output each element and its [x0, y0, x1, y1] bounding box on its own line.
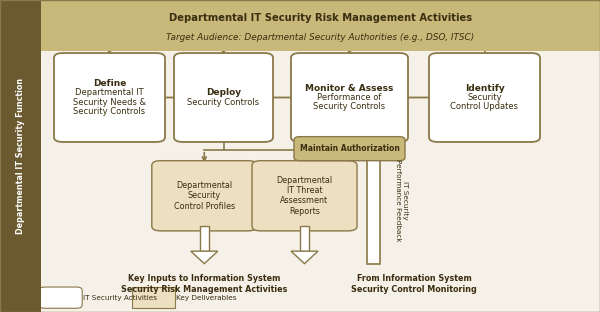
Polygon shape: [199, 226, 209, 251]
Text: Security: Security: [467, 93, 502, 102]
Text: Maintain Authorization: Maintain Authorization: [299, 144, 400, 153]
FancyBboxPatch shape: [252, 161, 357, 231]
Text: Departmental IT: Departmental IT: [75, 88, 144, 97]
Text: Performance of: Performance of: [317, 93, 382, 102]
Text: Key Deliverables: Key Deliverables: [176, 295, 237, 301]
Polygon shape: [367, 158, 380, 264]
Text: Security Controls: Security Controls: [73, 107, 146, 116]
Text: IT Security Activities: IT Security Activities: [83, 295, 157, 301]
Text: Target Audience: Departmental Security Authorities (e.g., DSO, ITSC): Target Audience: Departmental Security A…: [166, 32, 475, 41]
Text: Identify: Identify: [464, 84, 505, 93]
FancyBboxPatch shape: [41, 264, 600, 312]
Text: From Information System
Security Control Monitoring: From Information System Security Control…: [351, 274, 477, 294]
FancyBboxPatch shape: [132, 287, 175, 308]
FancyBboxPatch shape: [294, 137, 405, 161]
FancyBboxPatch shape: [39, 287, 82, 308]
FancyBboxPatch shape: [152, 161, 257, 231]
Text: Departmental IT Security Risk Management Activities: Departmental IT Security Risk Management…: [169, 13, 472, 23]
FancyBboxPatch shape: [429, 53, 540, 142]
Text: Deploy: Deploy: [206, 88, 241, 97]
Text: Control Updates: Control Updates: [451, 102, 518, 111]
Text: Security Controls: Security Controls: [187, 98, 260, 107]
FancyBboxPatch shape: [54, 53, 165, 142]
Polygon shape: [191, 251, 218, 264]
Text: Security Controls: Security Controls: [313, 102, 386, 111]
FancyBboxPatch shape: [174, 53, 273, 142]
Text: Monitor & Assess: Monitor & Assess: [305, 84, 394, 93]
FancyBboxPatch shape: [41, 0, 600, 51]
Text: Define: Define: [93, 79, 126, 88]
FancyBboxPatch shape: [291, 53, 408, 142]
Polygon shape: [291, 251, 318, 264]
Text: Departmental IT Security Function: Departmental IT Security Function: [16, 78, 25, 234]
Polygon shape: [358, 137, 390, 158]
FancyBboxPatch shape: [0, 0, 41, 312]
Text: Key Inputs to Information System
Security Risk Management Activities: Key Inputs to Information System Securit…: [121, 274, 287, 294]
Polygon shape: [300, 226, 310, 251]
Text: IT Security
Performance Feedback: IT Security Performance Feedback: [395, 159, 408, 242]
Text: Security Needs &: Security Needs &: [73, 98, 146, 107]
Text: Departmental
Security
Control Profiles: Departmental Security Control Profiles: [174, 181, 235, 211]
Text: Departmental
IT Threat
Assessment
Reports: Departmental IT Threat Assessment Report…: [277, 176, 332, 216]
